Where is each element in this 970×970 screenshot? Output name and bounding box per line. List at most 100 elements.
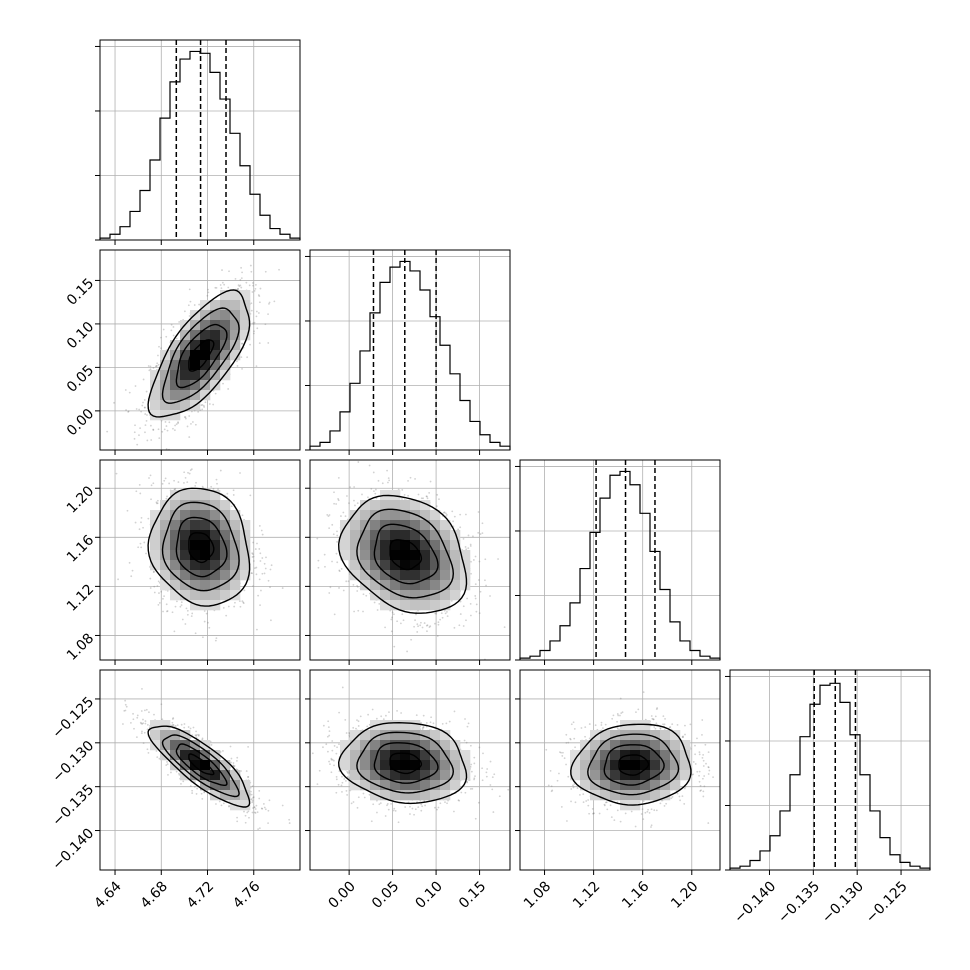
- density-cell: [440, 770, 451, 781]
- density-cell: [380, 590, 391, 601]
- scatter-point: [148, 711, 150, 714]
- scatter-point: [572, 721, 575, 724]
- density-cell: [170, 520, 181, 531]
- density-cell: [390, 530, 401, 541]
- density-cell: [380, 510, 391, 521]
- contour-1-sigma: [373, 523, 439, 585]
- scatter-point: [469, 788, 472, 790]
- scatter-point: [251, 785, 254, 788]
- scatter-point: [372, 803, 375, 806]
- scatter-point: [260, 807, 263, 810]
- scatter-point: [605, 801, 607, 804]
- scatter-point: [140, 516, 143, 519]
- scatter-point: [707, 766, 710, 768]
- scatter-point: [469, 543, 472, 546]
- scatter-point: [237, 287, 239, 290]
- scatter-point: [346, 518, 349, 521]
- scatter-point: [485, 771, 488, 774]
- scatter-point: [127, 410, 130, 413]
- scatter-point: [264, 567, 267, 570]
- scatter-point: [197, 410, 200, 413]
- scatter-point: [155, 365, 158, 367]
- density-cell: [440, 780, 451, 791]
- scatter-point: [434, 622, 436, 625]
- scatter-point: [437, 806, 440, 809]
- scatter-point: [138, 528, 141, 531]
- density-cell: [340, 530, 351, 541]
- scatter-point: [145, 552, 147, 555]
- density-cell: [350, 560, 361, 571]
- density-cell: [450, 570, 461, 581]
- density-cell: [170, 500, 181, 511]
- scatter-point: [201, 485, 204, 488]
- scatter-point: [362, 792, 365, 795]
- panel-content: [100, 670, 300, 870]
- density-cell: [170, 530, 181, 541]
- scatter-point: [247, 775, 250, 778]
- density-cell: [200, 580, 211, 591]
- scatter-point: [357, 461, 360, 463]
- contour-0.5-sigma: [188, 532, 215, 564]
- density-cell: [200, 520, 211, 531]
- scatter-point: [444, 612, 447, 615]
- scatter-point: [188, 472, 191, 475]
- scatter-point: [258, 578, 261, 581]
- density-cell: [360, 770, 371, 781]
- scatter-point: [425, 624, 428, 627]
- scatter-point: [584, 735, 586, 738]
- scatter-point: [207, 621, 209, 624]
- scatter-point: [230, 761, 232, 764]
- scatter-point: [239, 605, 242, 608]
- scatter-point: [434, 806, 436, 809]
- scatter-point: [420, 809, 423, 812]
- scatter-point: [604, 723, 607, 726]
- scatter-point: [133, 437, 136, 440]
- scatter-point: [216, 482, 218, 485]
- scatter-point: [220, 287, 223, 290]
- scatter-point: [436, 493, 439, 496]
- scatter-point: [215, 637, 218, 640]
- scatter-point: [435, 612, 438, 615]
- scatter-point: [340, 515, 342, 517]
- scatter-point: [341, 775, 343, 778]
- density-cell: [230, 350, 241, 361]
- scatter-point: [472, 535, 474, 538]
- scatter-point: [390, 630, 393, 633]
- x-tick-label: 0.10: [412, 878, 445, 911]
- scatter-point: [462, 625, 465, 627]
- scatter-point: [337, 498, 340, 500]
- scatter-point: [616, 726, 619, 729]
- density-cell: [160, 540, 171, 551]
- scatter-point: [348, 771, 351, 774]
- scatter-point: [257, 828, 260, 831]
- scatter-point: [403, 493, 406, 496]
- density-cell: [450, 740, 461, 751]
- scatter-point: [259, 287, 262, 290]
- density-cell: [340, 540, 351, 551]
- scatter-point: [203, 406, 206, 408]
- scatter-point: [106, 430, 109, 433]
- scatter-point: [131, 569, 134, 572]
- scatter-point: [457, 528, 460, 531]
- density-cell: [610, 740, 621, 751]
- scatter-point: [241, 343, 243, 345]
- scatter-point: [203, 620, 206, 623]
- scatter-point: [156, 756, 159, 759]
- scatter-point: [200, 792, 203, 795]
- density-cell: [230, 790, 241, 801]
- scatter-point: [702, 765, 705, 767]
- scatter-point: [316, 783, 319, 785]
- scatter-point: [442, 511, 445, 514]
- scatter-point: [173, 479, 175, 482]
- scatter-point: [123, 709, 126, 712]
- density-cell: [380, 760, 391, 771]
- scatter-point: [258, 525, 261, 527]
- scatter-point: [396, 620, 399, 623]
- density-cell: [190, 580, 201, 591]
- scatter-point: [469, 545, 472, 547]
- density-cell: [180, 760, 191, 771]
- scatter-point: [252, 585, 254, 588]
- scatter-point: [316, 537, 319, 540]
- density-cell: [170, 760, 181, 771]
- scatter-point: [466, 725, 469, 728]
